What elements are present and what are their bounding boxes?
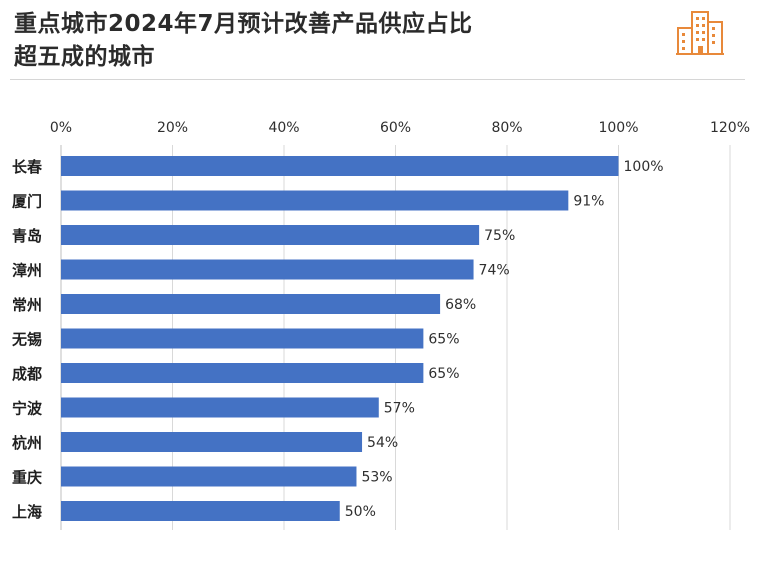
category-label: 青岛 bbox=[12, 227, 42, 245]
data-label: 75% bbox=[484, 228, 515, 244]
x-tick-label: 100% bbox=[598, 120, 638, 136]
data-label: 57% bbox=[384, 401, 415, 417]
bar bbox=[61, 466, 357, 487]
data-label: 50% bbox=[345, 504, 376, 520]
building-icon bbox=[676, 11, 724, 55]
category-label: 常州 bbox=[12, 296, 42, 314]
data-label: 54% bbox=[367, 435, 398, 451]
data-label: 65% bbox=[428, 332, 459, 348]
bar bbox=[61, 328, 424, 349]
category-label: 成都 bbox=[12, 365, 42, 383]
bar bbox=[61, 259, 474, 280]
bar bbox=[61, 225, 480, 245]
data-label: 68% bbox=[445, 297, 476, 313]
bar bbox=[61, 397, 379, 418]
bar bbox=[61, 190, 569, 211]
x-tick-label: 40% bbox=[268, 120, 299, 136]
category-label: 宁波 bbox=[12, 400, 43, 418]
data-label: 100% bbox=[624, 159, 664, 175]
x-tick-label: 80% bbox=[491, 120, 522, 136]
title-line-1: 重点城市2024年7月预计改善产品供应占比 bbox=[14, 11, 473, 37]
x-tick-label: 120% bbox=[710, 120, 750, 136]
chart-title: 重点城市2024年7月预计改善产品供应占比 超五成的城市 bbox=[14, 8, 614, 74]
category-label: 上海 bbox=[12, 503, 42, 521]
bar bbox=[61, 501, 340, 521]
bar bbox=[61, 156, 619, 176]
x-tick-label: 0% bbox=[50, 120, 72, 136]
category-label: 杭州 bbox=[12, 434, 42, 452]
category-label: 漳州 bbox=[12, 262, 42, 280]
category-label: 重庆 bbox=[12, 469, 42, 487]
x-tick-label: 20% bbox=[157, 120, 188, 136]
data-label: 74% bbox=[479, 263, 510, 279]
data-label: 53% bbox=[361, 470, 392, 486]
bar bbox=[61, 294, 441, 314]
x-tick-label: 60% bbox=[380, 120, 411, 136]
title-line-2: 超五成的城市 bbox=[14, 44, 155, 70]
category-label: 长春 bbox=[12, 158, 42, 176]
bar bbox=[61, 363, 424, 383]
category-label: 无锡 bbox=[11, 331, 42, 349]
bar bbox=[61, 432, 363, 452]
data-label: 65% bbox=[428, 366, 459, 382]
category-label: 厦门 bbox=[12, 193, 42, 211]
data-label: 91% bbox=[573, 194, 604, 210]
title-divider bbox=[10, 79, 745, 80]
